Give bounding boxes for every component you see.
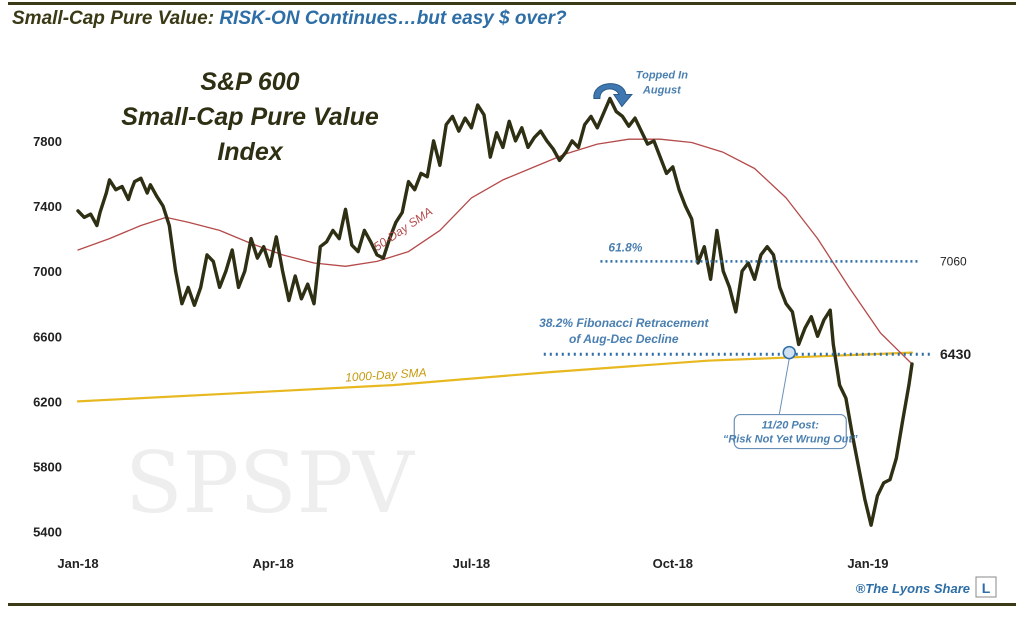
page-title: Small-Cap Pure Value: RISK-ON Continues……: [12, 8, 567, 30]
bottom-border: [8, 603, 1016, 606]
post-callout-connector: [778, 358, 790, 415]
y-tick-label: 7400: [33, 199, 62, 214]
chart-title-line-2: Small-Cap Pure Value: [121, 103, 379, 131]
chart-title-line-1: S&P 600: [200, 68, 299, 96]
sma1000-line: [76, 351, 914, 403]
watermark: SPSPV: [125, 434, 415, 532]
top-border: [8, 2, 1016, 5]
y-tick-label: 6200: [33, 394, 62, 409]
x-axis: Jan-18 Apr-18 Jul-18 Oct-18 Jan-19: [57, 556, 888, 571]
post-callout-line-2: “Risk Not Yet Wrung Out”: [723, 434, 858, 446]
x-tick-label: Jan-19: [847, 556, 888, 571]
chart-title: S&P 600 Small-Cap Pure Value Index: [121, 68, 379, 166]
fib-38-2-tag-line-2: of Aug-Dec Decline: [569, 332, 679, 346]
x-tick-label: Jan-18: [57, 556, 98, 571]
x-tick-label: Jul-18: [453, 556, 491, 571]
series-layer: [76, 96, 914, 527]
y-tick-label: 7000: [33, 264, 62, 279]
x-tick-label: Apr-18: [253, 556, 294, 571]
title-headline: RISK-ON Continues…but easy $ over?: [219, 8, 567, 29]
fib-61-8-value: 7060: [940, 254, 967, 268]
post-callout-box: [733, 413, 847, 450]
sma1000-label: 1000-Day SMA: [345, 365, 427, 384]
topped-arrow-icon: [593, 83, 633, 108]
chart-title-line-3: Index: [217, 138, 283, 166]
fib-61-8-tag: 61.8%: [608, 240, 642, 254]
logo-box: [975, 576, 997, 598]
topped-annotation-line-2: August: [642, 85, 682, 97]
y-tick-label: 5400: [33, 525, 62, 540]
x-tick-label: Oct-18: [653, 556, 693, 571]
y-axis: 5400 5800 6200 6600 7000 7400 7800: [33, 134, 62, 540]
sma50-line: [77, 138, 913, 365]
fib-38-2-tag: 38.2% Fibonacci Retracement: [539, 316, 709, 330]
logo-icon: L: [982, 580, 991, 596]
post-marker: [782, 345, 797, 360]
topped-annotation-line-1: Topped In: [636, 70, 688, 82]
copyright: ®The Lyons Share: [856, 581, 970, 596]
y-tick-label: 5800: [33, 460, 62, 475]
title-prefix: Small-Cap Pure Value:: [12, 8, 215, 29]
price-series-line: [76, 96, 914, 527]
y-tick-label: 6600: [33, 329, 62, 344]
post-callout-line-1: 11/20 Post:: [762, 420, 820, 432]
y-tick-label: 7800: [33, 134, 62, 149]
fib-38-2-value: 6430: [940, 346, 971, 362]
